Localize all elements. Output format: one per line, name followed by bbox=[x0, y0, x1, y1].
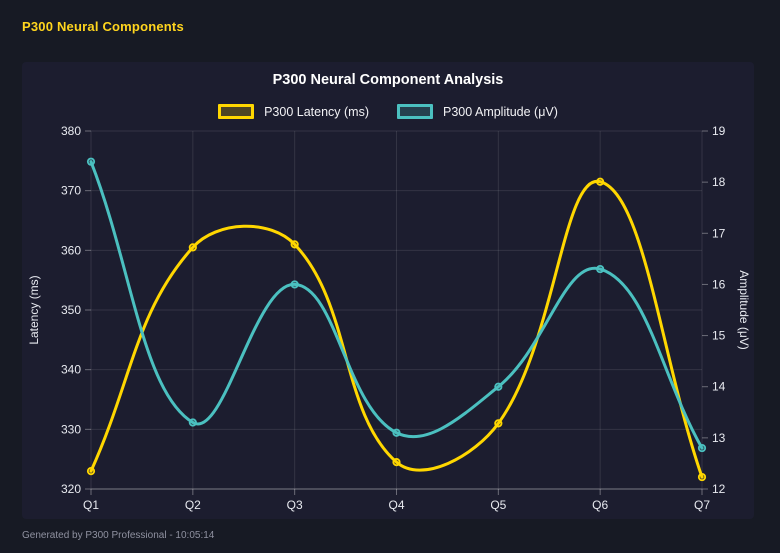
left-axis-tick-label: 330 bbox=[61, 422, 81, 436]
right-axis-tick-label: 17 bbox=[712, 226, 726, 240]
right-axis-tick-label: 16 bbox=[712, 277, 726, 291]
right-axis-tick-label: 14 bbox=[712, 380, 726, 394]
data-point-amplitude[interactable] bbox=[86, 157, 96, 166]
data-point-latency[interactable] bbox=[188, 243, 197, 252]
legend-item-latency[interactable]: P300 Latency (ms) bbox=[218, 104, 369, 119]
x-axis-tick-label: Q1 bbox=[83, 498, 99, 512]
left-axis-title: Latency (ms) bbox=[27, 275, 41, 344]
right-axis-tick-label: 18 bbox=[712, 175, 726, 189]
chart-card: 320 330 340 350 360 370 380 12 13 14 15 16 17 18 19 Q1 Q… bbox=[22, 62, 754, 519]
right-axis-tick-label: 13 bbox=[712, 431, 726, 445]
left-axis-tick-label: 360 bbox=[61, 243, 81, 257]
x-axis-tick-label: Q7 bbox=[694, 498, 710, 512]
left-axis-tick-label: 320 bbox=[61, 482, 81, 496]
page-title: P300 Neural Components bbox=[22, 19, 184, 34]
legend-label-amplitude: P300 Amplitude (μV) bbox=[443, 104, 558, 119]
x-axis-tick-label: Q2 bbox=[185, 498, 201, 512]
data-point-latency[interactable] bbox=[290, 240, 299, 249]
data-point-amplitude[interactable] bbox=[697, 443, 707, 453]
chart-legend: P300 Latency (ms) P300 Amplitude (μV) bbox=[22, 104, 754, 119]
legend-label-latency: P300 Latency (ms) bbox=[264, 104, 369, 119]
legend-swatch-latency-icon bbox=[218, 104, 255, 119]
data-point-latency[interactable] bbox=[392, 458, 401, 467]
left-axis-tick-label: 340 bbox=[61, 363, 81, 377]
series-line-latency bbox=[89, 180, 704, 479]
right-axis-tick-label: 12 bbox=[712, 482, 726, 496]
x-axis-tick-label: Q4 bbox=[388, 498, 404, 512]
left-axis-tick-label: 380 bbox=[61, 124, 81, 138]
data-point-latency[interactable] bbox=[596, 177, 605, 186]
data-point-amplitude[interactable] bbox=[290, 280, 299, 289]
left-axis-tick-label: 370 bbox=[61, 184, 81, 198]
data-point-amplitude[interactable] bbox=[188, 418, 197, 427]
legend-item-amplitude[interactable]: P300 Amplitude (μV) bbox=[397, 104, 558, 119]
legend-swatch-amplitude-icon bbox=[397, 104, 433, 119]
x-axis-tick-label: Q5 bbox=[490, 498, 506, 512]
data-point-amplitude[interactable] bbox=[392, 428, 401, 437]
data-point-latency[interactable] bbox=[697, 472, 707, 482]
data-point-latency[interactable] bbox=[494, 419, 503, 428]
right-axis-tick-label: 19 bbox=[712, 124, 726, 138]
x-axis-tick-label: Q3 bbox=[287, 498, 303, 512]
footer-status-text: Generated by P300 Professional - 10:05:1… bbox=[22, 530, 215, 541]
chart-title: P300 Neural Component Analysis bbox=[272, 72, 504, 88]
right-axis-title: Amplitude (μV) bbox=[737, 270, 751, 350]
right-axis-tick-label: 15 bbox=[712, 329, 726, 343]
x-axis-tick-label: Q6 bbox=[592, 498, 608, 512]
left-axis-tick-label: 350 bbox=[61, 303, 81, 317]
chart-canvas[interactable]: 320 330 340 350 360 370 380 12 13 14 15 16 17 18 19 Q1 Q… bbox=[22, 62, 754, 519]
data-point-latency[interactable] bbox=[86, 466, 96, 476]
data-point-amplitude[interactable] bbox=[596, 264, 605, 274]
series-line-amplitude bbox=[89, 160, 704, 450]
data-point-amplitude[interactable] bbox=[494, 382, 503, 391]
